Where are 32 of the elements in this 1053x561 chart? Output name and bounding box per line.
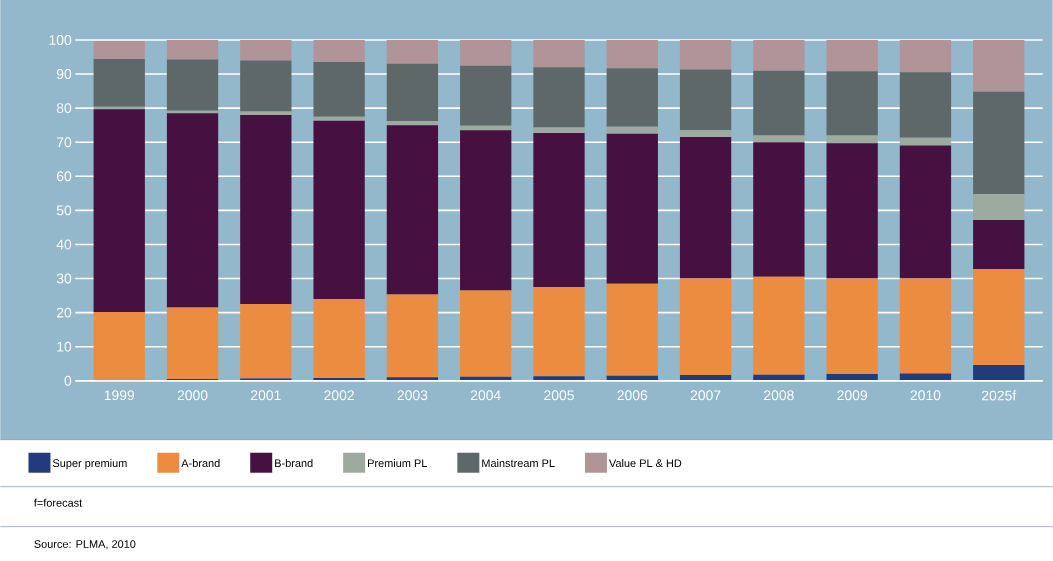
x-tick-label: 2002 xyxy=(324,390,354,401)
x-tick-label: 2025f xyxy=(982,390,1017,401)
x-tick-label: 2000 xyxy=(177,390,208,401)
text: f=forecast xyxy=(33,498,83,507)
y-tick-label: 40 xyxy=(56,239,72,250)
y-tick-label: 50 xyxy=(56,205,72,216)
x-tick-label: 2006 xyxy=(617,390,648,401)
y-tick-label: 0 xyxy=(64,375,72,386)
x-tick-label: 2003 xyxy=(397,390,428,401)
legend-label: B-brand xyxy=(275,459,313,468)
y-tick-label: 100 xyxy=(49,35,72,46)
legend-label: Super premium xyxy=(52,459,127,470)
x-tick-label: 2007 xyxy=(690,390,721,401)
y-tick-label: 90 xyxy=(56,69,72,80)
legend-label: Value PL & HD xyxy=(608,459,682,468)
x-tick-label: 2005 xyxy=(544,390,574,401)
legend-label: A-brand xyxy=(181,459,220,468)
y-tick-label: 80 xyxy=(56,103,72,114)
y-tick-label: 10 xyxy=(57,341,72,352)
x-tick-label: 2004 xyxy=(470,390,501,401)
legend-label: Premium PL xyxy=(368,459,427,468)
x-tick-label: 2010 xyxy=(910,390,941,401)
x-tick-label: 2009 xyxy=(837,390,867,401)
source-note: Source: PLMA, 2010 xyxy=(34,540,136,550)
x-tick-label: 2001 xyxy=(251,390,281,401)
y-tick-label: 30 xyxy=(56,273,72,284)
y-tick-label: 20 xyxy=(56,307,72,318)
x-tick-label: 1999 xyxy=(104,390,135,401)
x-tick-label: 2008 xyxy=(764,390,794,401)
y-tick-label: 60 xyxy=(56,171,72,182)
legend-label: Mainstream PL xyxy=(482,459,555,468)
y-tick-label: 70 xyxy=(56,137,72,148)
